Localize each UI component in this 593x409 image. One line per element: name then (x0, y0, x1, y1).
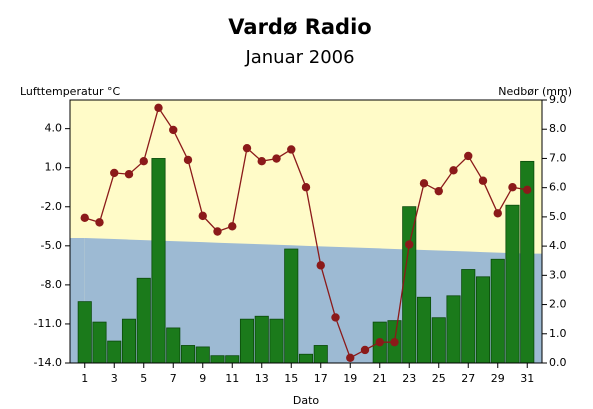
bar (92, 321, 107, 364)
point (169, 125, 178, 135)
y2-tick-label: 3.0 (549, 268, 567, 281)
x-axis-label: Dato (293, 394, 320, 407)
bar (254, 315, 269, 364)
point (493, 209, 502, 218)
x-tick-label: 17 (314, 372, 328, 385)
y-axis-label: Lufttemperatur °C (20, 85, 121, 98)
y-tick-label: 1.0 (45, 161, 63, 174)
point (316, 261, 325, 270)
x-tick-label: 5 (140, 372, 147, 385)
point (434, 186, 443, 196)
bar (431, 317, 446, 364)
bar (180, 345, 196, 364)
bar (475, 276, 491, 364)
bar (313, 345, 328, 364)
y2-tick-label: 9.0 (549, 93, 567, 106)
bar (239, 318, 255, 364)
point (508, 183, 517, 192)
x-tick-label: 27 (461, 372, 475, 385)
point (242, 143, 252, 153)
point (213, 227, 222, 236)
bar (269, 318, 284, 364)
point (346, 353, 355, 362)
bar (461, 269, 476, 364)
x-tick-label: 9 (199, 372, 206, 385)
y-tick-label: -8.0 (41, 278, 62, 291)
x-tick-label: 29 (491, 372, 505, 385)
x-tick-label: 15 (284, 372, 298, 385)
y2-tick-label: 6.0 (549, 181, 567, 194)
y-tick-label: -2.0 (41, 200, 62, 213)
y-tick-label: -11.0 (34, 317, 62, 330)
bar (402, 206, 417, 364)
chart-title: Vardø Radio (228, 15, 371, 39)
bar (136, 277, 151, 364)
point (360, 345, 370, 355)
point (301, 183, 311, 192)
x-tick-label: 21 (373, 372, 387, 385)
point (272, 154, 281, 163)
point (95, 218, 104, 227)
point (139, 156, 148, 166)
bar (446, 295, 461, 364)
bar (298, 353, 314, 364)
x-tick-label: 31 (520, 372, 534, 385)
x-tick-label: 23 (402, 372, 416, 385)
point (257, 156, 266, 166)
x-tick-label: 13 (255, 372, 269, 385)
y2-tick-label: 7.0 (549, 151, 567, 164)
y-tick-label: -14.0 (34, 356, 62, 369)
bar (225, 355, 240, 364)
point (375, 337, 384, 347)
point (449, 166, 458, 175)
point (198, 211, 207, 221)
x-tick-label: 7 (170, 372, 177, 385)
y2-tick-label: 5.0 (549, 210, 567, 223)
y2-tick-label: 2.0 (549, 298, 567, 311)
y2-tick-label: 1.0 (549, 327, 567, 340)
y2-tick-label: 0.0 (549, 356, 567, 369)
bar (121, 318, 137, 364)
y-tick-label: -5.0 (41, 239, 62, 252)
point (464, 151, 473, 161)
bar (151, 158, 166, 364)
x-tick-label: 19 (343, 372, 357, 385)
point (154, 103, 163, 113)
point (331, 313, 340, 322)
plot-frame (69, 99, 543, 364)
x-tick-label: 1 (81, 372, 88, 385)
point (228, 222, 237, 231)
point (419, 179, 429, 188)
point (287, 145, 296, 154)
bar (77, 301, 92, 364)
x-tick-label: 11 (225, 372, 239, 385)
y2-tick-label: 8.0 (549, 122, 567, 135)
bar (416, 296, 432, 364)
point (523, 185, 532, 195)
bar (490, 258, 505, 364)
bar (210, 355, 225, 364)
point (390, 337, 399, 347)
chart-subtitle: Januar 2006 (244, 47, 354, 68)
point (80, 213, 89, 223)
y2-axis-label: Nedbør (mm) (498, 85, 572, 98)
point (183, 155, 193, 165)
bar (166, 327, 181, 364)
x-tick-label: 25 (432, 372, 446, 385)
bar (195, 346, 210, 364)
bar (107, 340, 122, 364)
bar (505, 204, 520, 364)
bar (284, 248, 299, 364)
y-tick-label: 4.0 (45, 122, 63, 135)
x-tick-label: 3 (111, 372, 118, 385)
point (405, 240, 414, 249)
y2-tick-label: 4.0 (549, 239, 567, 252)
point (478, 176, 488, 185)
point (124, 170, 134, 179)
normal-area (84, 238, 528, 363)
point (110, 168, 119, 178)
